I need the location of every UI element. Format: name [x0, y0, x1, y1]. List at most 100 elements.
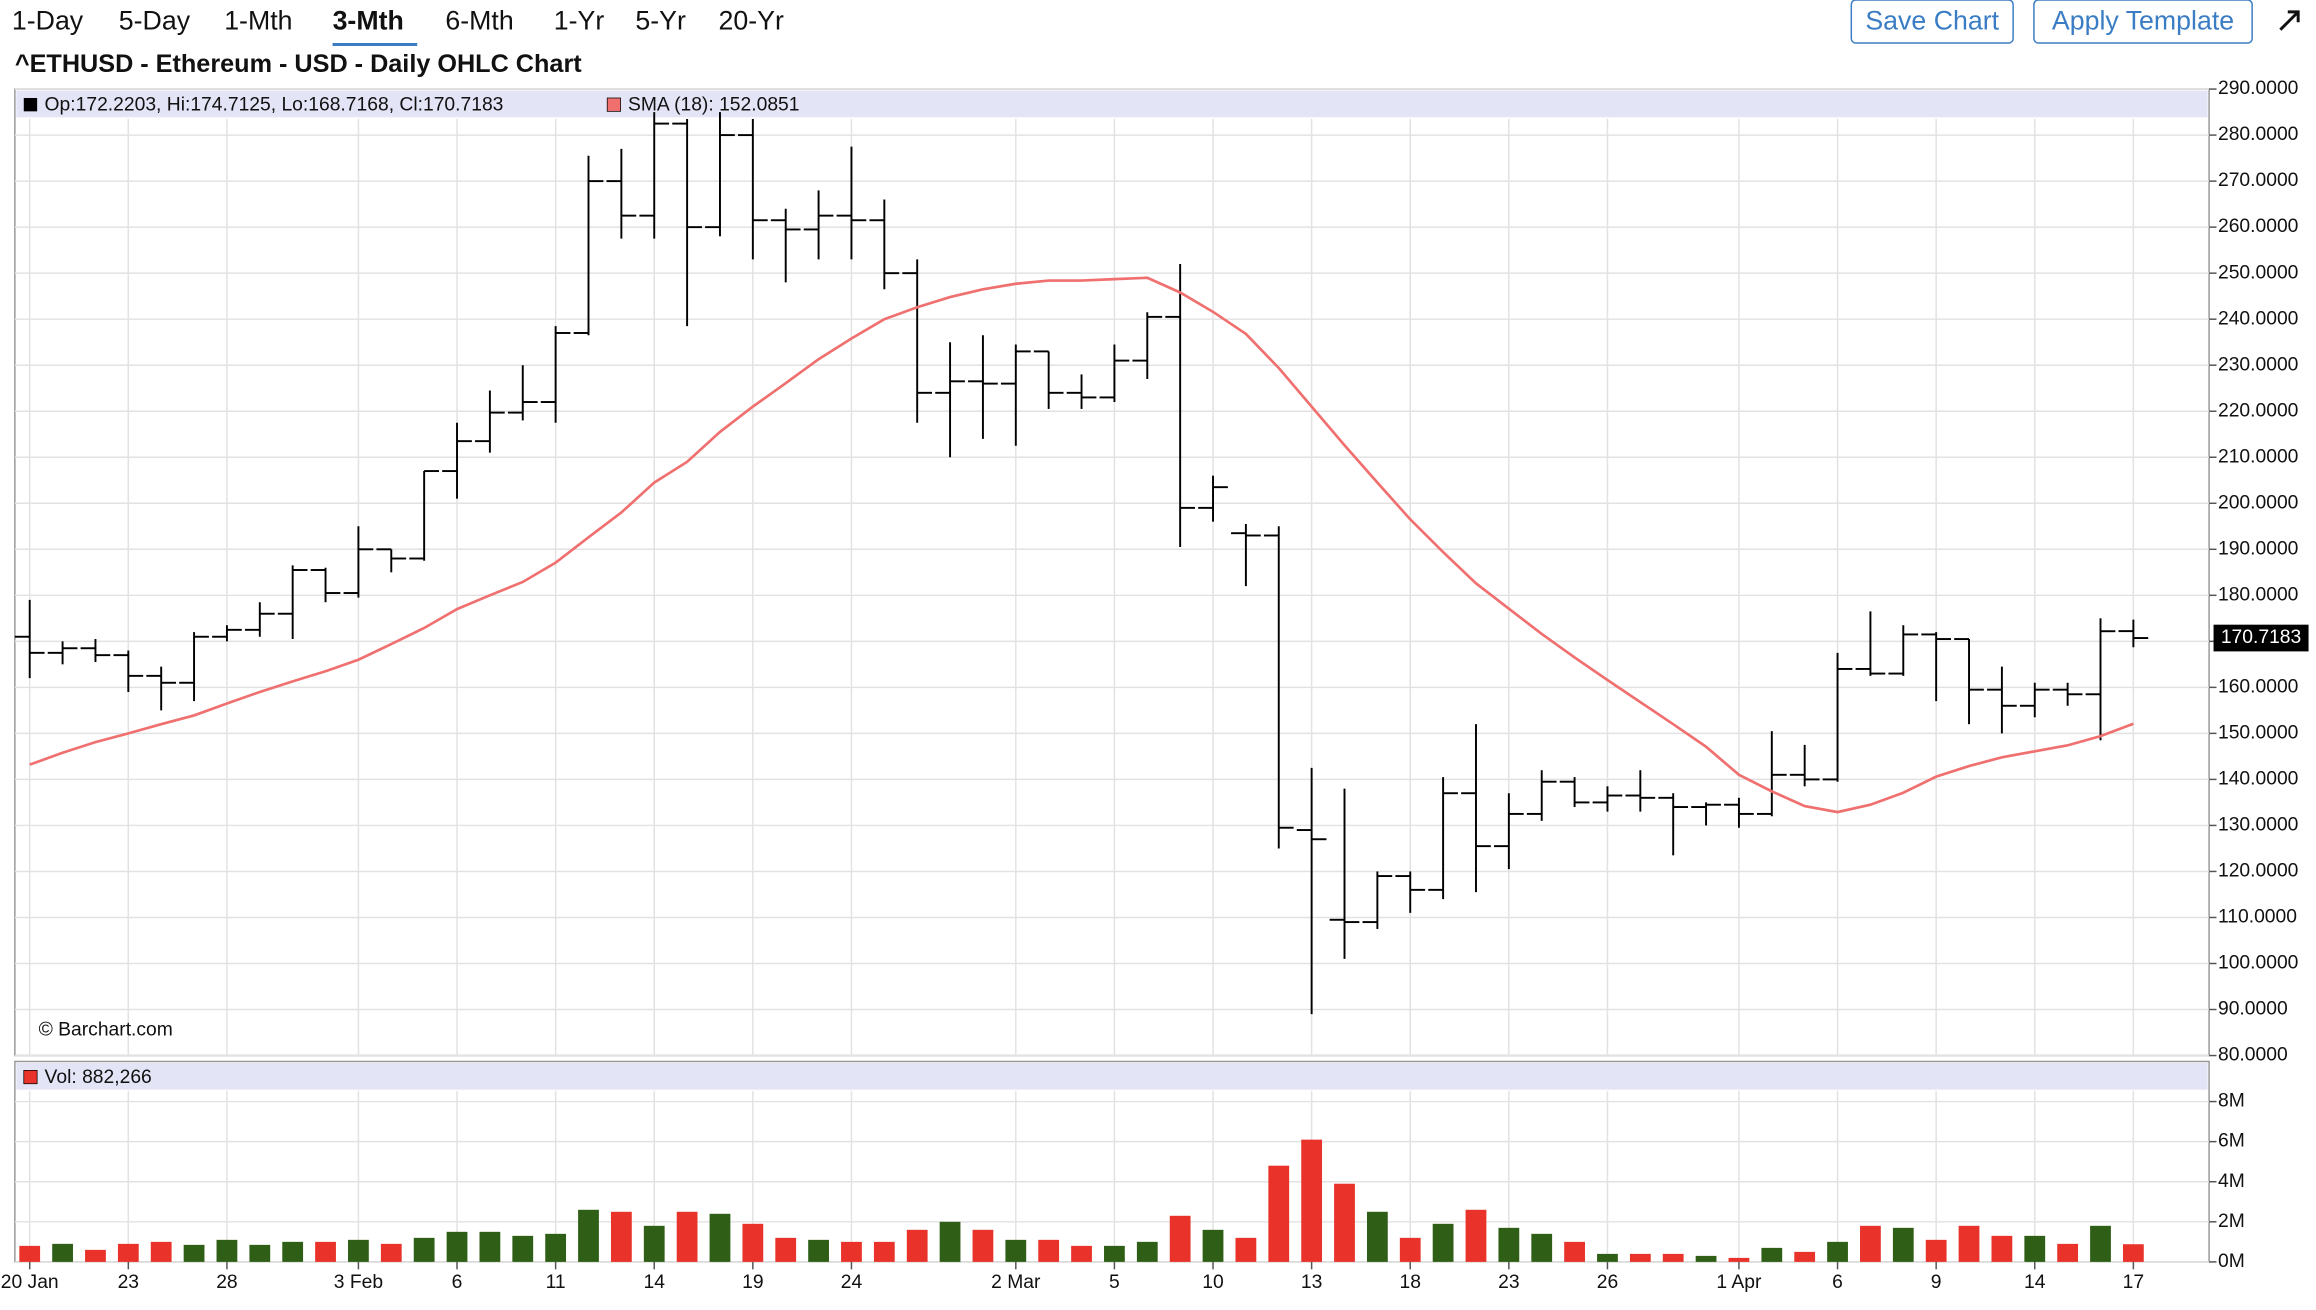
volume-bar [1860, 1225, 1881, 1262]
y-tick-label: 250.0000 [2218, 262, 2298, 283]
last-price-label: 170.7183 [2221, 627, 2301, 648]
volume-bar [117, 1243, 139, 1262]
range-tab[interactable]: 1-Mth [224, 5, 292, 35]
volume-bar [1531, 1233, 1553, 1262]
sma-legend-swatch [606, 97, 621, 112]
range-tab[interactable]: 1-Day [12, 5, 84, 35]
y-tick-label: 220.0000 [2218, 400, 2298, 421]
x-tick-label: 9 [1931, 1272, 1942, 1293]
x-tick-label: 13 [1301, 1272, 1322, 1293]
y-tick-label: 280.0000 [2218, 124, 2298, 145]
legend-band [16, 90, 2208, 118]
volume-bar [315, 1241, 336, 1262]
volume-bar [2122, 1244, 2144, 1262]
range-tab[interactable]: 5-Yr [635, 5, 686, 35]
range-tab[interactable]: 20-Yr [719, 5, 784, 35]
y-tick-label: 160.0000 [2218, 676, 2298, 697]
ohlc-legend-swatch [23, 97, 38, 112]
save-button[interactable] [1850, 0, 2014, 44]
template-button-label[interactable]: Apply Template [2052, 5, 2234, 35]
y-tick-label: 4M [2218, 1171, 2245, 1192]
volume-bar [1202, 1229, 1224, 1262]
volume-bar [972, 1229, 994, 1262]
range-tab[interactable]: 5-Day [119, 5, 191, 35]
y-tick-label: 130.0000 [2218, 815, 2298, 836]
sma-legend: SMA (18): 152.0851 [628, 94, 799, 115]
volume-bar [2024, 1235, 2046, 1262]
volume-bar [1169, 1215, 1191, 1262]
x-tick-label: 17 [2123, 1272, 2144, 1293]
y-tick-label: 180.0000 [2218, 584, 2298, 605]
y-tick-label: 260.0000 [2218, 216, 2298, 237]
volume-bar [1794, 1251, 1816, 1262]
volume-bar [380, 1243, 402, 1262]
volume-bar [85, 1249, 106, 1262]
volume-legend-swatch [23, 1070, 38, 1085]
x-tick-label: 10 [1202, 1272, 1223, 1293]
volume-bar [709, 1213, 731, 1262]
volume-bar [249, 1244, 271, 1262]
volume-bar [742, 1223, 764, 1262]
x-tick-label: 20 Jan [1, 1272, 59, 1293]
volume-bar [1071, 1245, 1092, 1262]
y-tick-label: 140.0000 [2218, 769, 2298, 790]
volume-bar [413, 1237, 435, 1262]
volume-bar [1301, 1139, 1323, 1262]
volume-bar [1399, 1237, 1421, 1262]
x-tick-label: 6 [452, 1272, 463, 1293]
range-tab[interactable]: 3-Mth [333, 5, 404, 35]
y-tick-label: 200.0000 [2218, 492, 2298, 513]
volume-bar [643, 1225, 665, 1262]
y-tick-label: 8M [2218, 1091, 2245, 1112]
volume-bar [19, 1245, 41, 1262]
y-tick-label: 100.0000 [2218, 953, 2298, 974]
volume-bar [775, 1237, 797, 1262]
volume-bar [1958, 1225, 1980, 1262]
volume-bar [52, 1243, 73, 1262]
range-tab[interactable]: 6-Mth [445, 5, 513, 35]
x-tick-label: 14 [644, 1272, 666, 1293]
volume-bar [1465, 1209, 1487, 1262]
y-tick-label: 190.0000 [2218, 538, 2298, 559]
y-tick-label: 240.0000 [2218, 308, 2298, 329]
volume-bar [1038, 1239, 1060, 1262]
volume-bar [1662, 1253, 1684, 1262]
volume-bar [282, 1241, 304, 1262]
volume-bar [939, 1221, 961, 1262]
y-tick-label: 290.0000 [2218, 78, 2298, 99]
volume-bar [808, 1239, 829, 1262]
price-pane [14, 88, 2210, 1057]
y-tick-label: 270.0000 [2218, 170, 2298, 191]
chart-title: ^ETHUSD - Ethereum - USD - Daily OHLC Ch… [15, 50, 582, 78]
expand-icon[interactable] [2279, 10, 2300, 31]
y-tick-label: 80.0000 [2218, 1045, 2288, 1066]
x-tick-label: 26 [1597, 1272, 1618, 1293]
x-tick-label: 24 [841, 1272, 863, 1293]
x-tick-label: 28 [216, 1272, 237, 1293]
volume-bar [676, 1211, 698, 1262]
volume-bar [841, 1241, 862, 1262]
volume-bar [2090, 1225, 2111, 1262]
volume-bar [1564, 1241, 1585, 1262]
volume-bar [1104, 1245, 1125, 1262]
volume-bar [578, 1209, 599, 1262]
volume-bar [183, 1244, 205, 1262]
template-button[interactable] [2033, 0, 2253, 44]
range-tab[interactable]: 1-Yr [554, 5, 605, 35]
x-tick-label: 5 [1109, 1272, 1120, 1293]
volume-bar [1629, 1253, 1651, 1262]
volume-bar [1366, 1211, 1388, 1262]
y-tick-label: 150.0000 [2218, 722, 2298, 743]
volume-bar [1925, 1239, 1947, 1262]
volume-bar [906, 1229, 928, 1262]
x-tick-label: 3 Feb [334, 1272, 383, 1293]
volume-legend-band [16, 1062, 2208, 1090]
volume-bar [1695, 1255, 1717, 1262]
save-button-label[interactable]: Save Chart [1865, 5, 1999, 35]
y-tick-label: 2M [2218, 1211, 2245, 1232]
volume-bar [1235, 1237, 1257, 1262]
volume-bar [216, 1239, 238, 1262]
volume-bar [1136, 1241, 1158, 1262]
ohlc-legend: Op:172.2203, Hi:174.7125, Lo:168.7168, C… [45, 94, 504, 115]
